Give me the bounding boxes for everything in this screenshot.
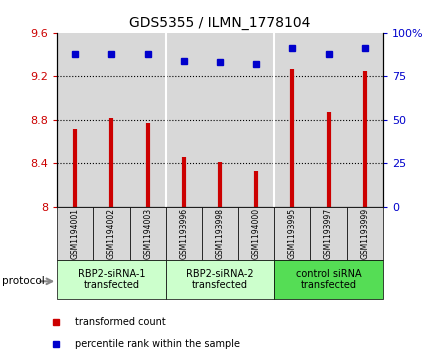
Bar [57, 207, 93, 260]
Text: GSM1193998: GSM1193998 [216, 208, 224, 259]
Text: RBP2-siRNA-2
transfected: RBP2-siRNA-2 transfected [186, 269, 254, 290]
Bar [166, 207, 202, 260]
Text: GSM1194003: GSM1194003 [143, 208, 152, 259]
Bar [93, 207, 129, 260]
Text: control siRNA
transfected: control siRNA transfected [296, 269, 361, 290]
Text: GSM1193995: GSM1193995 [288, 208, 297, 259]
Text: protocol: protocol [2, 276, 45, 286]
Bar [274, 207, 311, 260]
Text: GSM1194000: GSM1194000 [252, 208, 260, 259]
Bar [166, 260, 274, 299]
Text: RBP2-siRNA-1
transfected: RBP2-siRNA-1 transfected [78, 269, 145, 290]
Bar [57, 260, 166, 299]
Text: GSM1193996: GSM1193996 [180, 208, 188, 259]
Bar [274, 260, 383, 299]
Bar [347, 207, 383, 260]
Bar [202, 207, 238, 260]
Text: GSM1193997: GSM1193997 [324, 208, 333, 259]
Bar [238, 207, 274, 260]
Bar [311, 207, 347, 260]
Text: GSM1193999: GSM1193999 [360, 208, 369, 259]
Text: transformed count: transformed count [75, 317, 166, 327]
Text: percentile rank within the sample: percentile rank within the sample [75, 339, 240, 348]
Text: GSM1194001: GSM1194001 [71, 208, 80, 259]
Bar [129, 207, 166, 260]
Title: GDS5355 / ILMN_1778104: GDS5355 / ILMN_1778104 [129, 16, 311, 30]
Text: GSM1194002: GSM1194002 [107, 208, 116, 259]
